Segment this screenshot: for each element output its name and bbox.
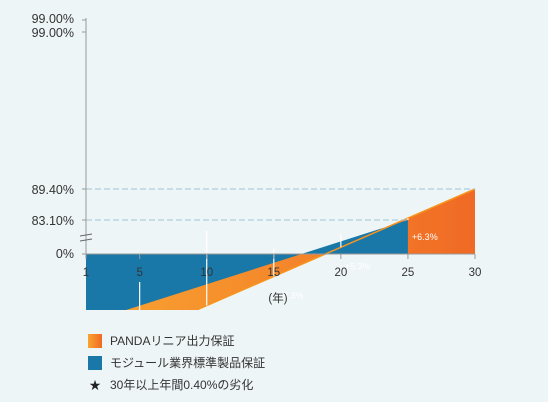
x-tick-label: 1 (82, 267, 90, 279)
y-tick-label: 83.10% (31, 214, 74, 228)
gap-label: +4.3% (278, 290, 304, 300)
y-tick-label: 89.40% (31, 183, 74, 197)
warranty-chart: +2.3%+3.3%+4.3%+5.3%+6.3% (79, 18, 476, 310)
series-line-panda (194, 188, 476, 310)
legend-item-industry: モジュール業界標準製品保証 (88, 354, 265, 371)
series-area-industry (86, 220, 408, 310)
legend-label-industry: モジュール業界標準製品保証 (110, 356, 266, 370)
legend-item-panda: PANDAリニア出力保証 (88, 332, 234, 349)
x-tick-label: 15 (267, 267, 281, 279)
legend-item-degradation: ★ 30年以上年間0.40%の劣化 (88, 376, 254, 393)
x-tick-label: 20 (334, 267, 348, 279)
gap-label: +6.3% (412, 232, 438, 242)
x-tick-label: 10 (200, 267, 214, 279)
axis-break-mark (79, 233, 93, 237)
x-tick-label: 25 (401, 267, 415, 279)
legend-label-panda: PANDAリニア出力保証 (110, 334, 235, 348)
y-tick-label: 99.00% (31, 12, 74, 26)
x-tick-label: 30 (468, 267, 482, 279)
y-tick-label: 0% (55, 247, 74, 261)
y-tick-label: 99.00% (31, 26, 74, 40)
x-axis-unit-label: (年) (268, 293, 288, 305)
axis-break-mark (79, 238, 93, 242)
gap-label: +5.3% (345, 261, 371, 271)
legend-label-degradation: 30年以上年間0.40%の劣化 (110, 378, 254, 392)
x-tick-label: 5 (136, 267, 143, 279)
legend-swatch-panda (88, 333, 102, 348)
star-icon: ★ (88, 376, 102, 393)
legend-swatch-industry (88, 355, 102, 370)
